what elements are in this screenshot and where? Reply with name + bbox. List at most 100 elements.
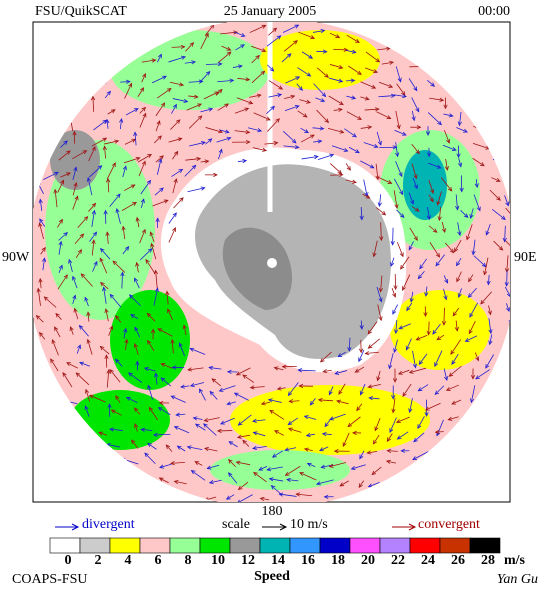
wind-arrow xyxy=(205,24,215,36)
wind-arrow xyxy=(339,480,349,487)
wind-arrow xyxy=(266,106,275,115)
wind-arrow-head xyxy=(166,87,172,93)
wind-arrow xyxy=(411,163,417,179)
wind-arrow xyxy=(484,257,489,275)
wind-arrow xyxy=(253,112,271,121)
wind-arrow-head xyxy=(338,78,344,83)
wind-arrow-head xyxy=(91,146,96,151)
wind-arrow-head xyxy=(463,128,468,133)
label-south: 180 xyxy=(262,504,283,519)
wind-arrow xyxy=(131,439,139,449)
wind-arrow xyxy=(58,232,68,241)
wind-arrow xyxy=(171,339,174,354)
wind-arrow-head xyxy=(316,481,321,486)
wind-arrow xyxy=(188,115,203,129)
wind-arrow xyxy=(171,395,186,403)
wind-arrow xyxy=(157,328,173,337)
wind-arrow-head xyxy=(189,347,195,352)
wind-arrow xyxy=(134,327,141,338)
wind-arrow-head xyxy=(38,277,43,283)
wind-arrow xyxy=(506,255,509,273)
wind-arrow-head xyxy=(147,384,152,390)
wind-arrow-head xyxy=(61,399,67,404)
wind-arrow xyxy=(451,399,462,405)
wind-arrow xyxy=(473,194,481,211)
wind-arrow-head xyxy=(152,432,158,437)
wind-arrow xyxy=(141,429,153,431)
wind-arrow-head xyxy=(240,32,246,37)
footer-left: COAPS-FSU xyxy=(12,572,87,587)
wind-arrow-head xyxy=(337,353,343,358)
wind-arrow xyxy=(253,472,267,483)
wind-arrow xyxy=(395,66,402,82)
wind-arrow xyxy=(342,432,350,447)
header-left: FSU/QuikSCAT xyxy=(35,4,127,19)
wind-arrow-head xyxy=(498,246,504,251)
wind-arrow xyxy=(480,291,492,305)
wind-arrow-head xyxy=(298,86,303,91)
wind-arrow-head xyxy=(322,369,328,374)
wind-arrow-head xyxy=(320,28,326,34)
wind-arrow-head xyxy=(410,199,415,205)
wind-arrow-head xyxy=(371,470,377,476)
wind-arrow xyxy=(72,276,78,289)
wind-arrow-head xyxy=(412,456,417,461)
wind-arrow-head xyxy=(455,205,460,211)
wind-arrow xyxy=(360,160,374,169)
wind-arrow xyxy=(134,423,138,432)
wind-arrow-head xyxy=(58,218,63,224)
wind-arrow-head xyxy=(189,383,195,388)
wind-arrow xyxy=(358,480,365,488)
wind-arrow-head xyxy=(502,237,507,243)
wind-arrow xyxy=(249,25,266,33)
wind-arrow-head xyxy=(357,70,362,75)
wind-arrow xyxy=(319,446,329,451)
wind-arrow xyxy=(89,165,102,178)
wind-arrow xyxy=(88,203,96,212)
wind-arrow xyxy=(428,194,434,202)
wind-arrow-head xyxy=(109,427,114,432)
wind-arrow-head xyxy=(499,160,505,165)
wind-arrow xyxy=(264,142,278,145)
wind-arrow xyxy=(359,450,365,459)
wind-arrow-head xyxy=(204,447,209,452)
wind-arrow xyxy=(144,452,156,465)
wind-arrow-head xyxy=(467,293,473,298)
wind-arrow-head xyxy=(133,407,139,413)
wind-arrow xyxy=(389,417,397,433)
wind-arrow xyxy=(489,189,501,201)
wind-arrow-head xyxy=(488,340,493,346)
wind-arrow xyxy=(267,118,280,132)
wind-arrow-head xyxy=(338,65,344,70)
wind-arrow-head xyxy=(415,107,420,113)
wind-arrow xyxy=(470,385,476,403)
wind-arrow xyxy=(427,80,435,87)
wind-arrow-head xyxy=(496,196,501,201)
wind-arrow-head xyxy=(335,34,341,38)
wind-arrow xyxy=(156,159,162,175)
wind-arrow-head xyxy=(242,374,248,379)
wind-arrow-head xyxy=(415,149,420,155)
wind-arrow xyxy=(232,65,243,68)
colorbar-swatch xyxy=(379,537,411,554)
wind-arrow xyxy=(365,51,380,63)
wind-arrow xyxy=(155,120,161,132)
wind-arrow xyxy=(375,163,379,180)
wind-arrow xyxy=(92,261,98,272)
wind-arrow-head xyxy=(191,164,197,170)
wind-arrow-head xyxy=(66,150,71,155)
wind-arrow-head xyxy=(147,154,153,159)
wind-arrow-head xyxy=(199,388,203,394)
wind-arrow-head xyxy=(213,172,218,177)
wind-arrow-head xyxy=(432,329,437,335)
wind-arrow xyxy=(194,461,203,466)
wind-arrow-head xyxy=(304,129,310,134)
wind-arrow xyxy=(157,54,162,63)
wind-arrow xyxy=(242,374,255,383)
wind-arrow xyxy=(443,288,447,300)
wind-arrow xyxy=(408,78,418,91)
wind-arrow xyxy=(329,163,342,174)
wind-arrow-head xyxy=(235,460,241,465)
wind-arrow-head xyxy=(130,314,135,319)
